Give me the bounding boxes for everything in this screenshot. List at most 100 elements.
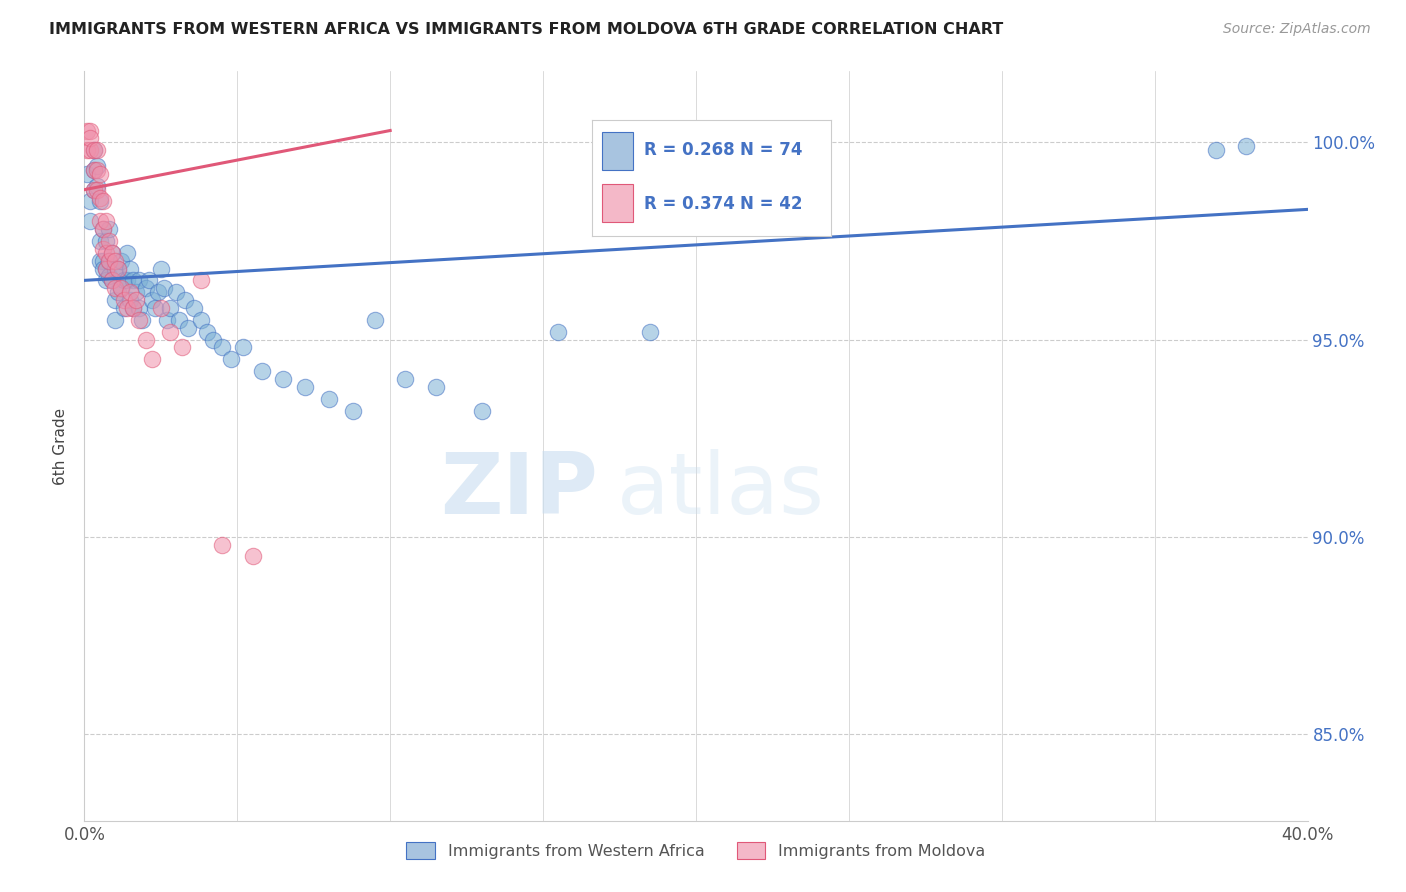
- Point: [76, 123, 98, 137]
- Point: [91, 242, 114, 256]
- Point: [91, 222, 114, 236]
- Point: [89, 253, 111, 268]
- Point: [141, 352, 163, 367]
- Point: [97, 253, 120, 268]
- Point: [471, 403, 494, 417]
- Point: [190, 313, 212, 327]
- Point: [79, 143, 101, 157]
- Point: [76, 143, 98, 157]
- Point: [125, 293, 148, 307]
- Point: [97, 269, 120, 284]
- Point: [94, 273, 117, 287]
- Legend: Immigrants from Western Africa, Immigrants from Moldova: Immigrants from Western Africa, Immigran…: [401, 836, 991, 865]
- Point: [94, 261, 117, 276]
- Point: [149, 261, 172, 276]
- Point: [91, 253, 114, 268]
- Point: [149, 301, 172, 315]
- Point: [83, 143, 105, 157]
- Point: [107, 261, 129, 276]
- Point: [156, 313, 179, 327]
- Point: [128, 273, 150, 287]
- Point: [86, 143, 108, 157]
- Point: [120, 261, 142, 276]
- Point: [91, 194, 114, 209]
- Point: [638, 325, 661, 339]
- Point: [242, 549, 264, 564]
- Point: [107, 285, 129, 300]
- Point: [91, 222, 114, 236]
- Text: atlas: atlas: [616, 450, 824, 533]
- Point: [1236, 139, 1258, 153]
- Point: [86, 159, 108, 173]
- Point: [104, 293, 127, 307]
- Point: [94, 261, 117, 276]
- Point: [165, 285, 187, 300]
- Point: [112, 293, 135, 307]
- Point: [97, 222, 120, 236]
- Point: [86, 163, 108, 178]
- Point: [112, 301, 135, 315]
- Point: [232, 340, 254, 354]
- Text: Source: ZipAtlas.com: Source: ZipAtlas.com: [1223, 22, 1371, 37]
- Point: [172, 340, 194, 354]
- Point: [94, 234, 117, 248]
- Point: [86, 183, 108, 197]
- Point: [104, 253, 127, 268]
- Point: [211, 340, 233, 354]
- Point: [79, 194, 101, 209]
- Point: [83, 163, 105, 178]
- Point: [547, 325, 569, 339]
- Point: [115, 273, 138, 287]
- Point: [104, 313, 127, 327]
- Point: [318, 392, 340, 406]
- Point: [89, 214, 111, 228]
- Point: [146, 285, 169, 300]
- Point: [101, 245, 124, 260]
- Point: [83, 183, 105, 197]
- Point: [89, 190, 111, 204]
- Point: [394, 372, 416, 386]
- Point: [112, 273, 135, 287]
- Point: [89, 194, 111, 209]
- Point: [76, 167, 98, 181]
- Point: [110, 281, 132, 295]
- Point: [183, 301, 205, 315]
- Point: [86, 178, 108, 193]
- Point: [104, 261, 127, 276]
- Point: [131, 313, 153, 327]
- Y-axis label: 6th Grade: 6th Grade: [53, 408, 69, 484]
- Point: [122, 273, 145, 287]
- Point: [159, 325, 181, 339]
- Point: [177, 320, 200, 334]
- Point: [83, 143, 105, 157]
- Point: [138, 273, 160, 287]
- Point: [128, 313, 150, 327]
- Point: [110, 253, 132, 268]
- Point: [91, 261, 114, 276]
- Point: [211, 538, 233, 552]
- Point: [83, 163, 105, 178]
- Point: [153, 281, 176, 295]
- Point: [104, 281, 127, 295]
- Point: [101, 245, 124, 260]
- Point: [425, 380, 447, 394]
- Text: ZIP: ZIP: [440, 450, 598, 533]
- Point: [115, 301, 138, 315]
- Point: [128, 301, 150, 315]
- Point: [122, 301, 145, 315]
- Point: [94, 245, 117, 260]
- Point: [271, 372, 294, 386]
- Point: [167, 313, 190, 327]
- Point: [342, 403, 364, 417]
- Point: [97, 253, 120, 268]
- Point: [1205, 143, 1227, 157]
- Point: [195, 325, 218, 339]
- Point: [115, 245, 138, 260]
- Point: [110, 281, 132, 295]
- Point: [250, 364, 273, 378]
- Point: [122, 301, 145, 315]
- Point: [101, 273, 124, 287]
- Point: [125, 285, 148, 300]
- Point: [294, 380, 316, 394]
- Point: [190, 273, 212, 287]
